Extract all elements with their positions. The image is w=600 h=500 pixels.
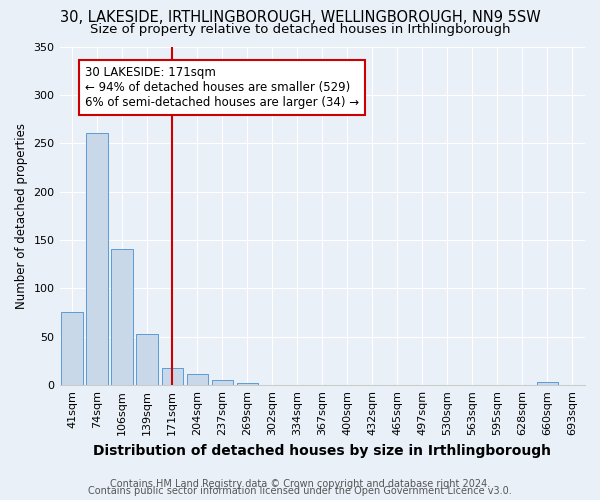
X-axis label: Distribution of detached houses by size in Irthlingborough: Distribution of detached houses by size … [93, 444, 551, 458]
Bar [187, 374, 208, 385]
Bar [537, 382, 558, 385]
Bar [136, 334, 158, 385]
Bar [161, 368, 183, 385]
Bar [236, 383, 258, 385]
Bar [61, 312, 83, 385]
Y-axis label: Number of detached properties: Number of detached properties [15, 123, 28, 309]
Bar [212, 380, 233, 385]
Text: Contains HM Land Registry data © Crown copyright and database right 2024.: Contains HM Land Registry data © Crown c… [110, 479, 490, 489]
Text: 30 LAKESIDE: 171sqm
← 94% of detached houses are smaller (529)
6% of semi-detach: 30 LAKESIDE: 171sqm ← 94% of detached ho… [85, 66, 359, 109]
Text: Size of property relative to detached houses in Irthlingborough: Size of property relative to detached ho… [90, 22, 510, 36]
Text: 30, LAKESIDE, IRTHLINGBOROUGH, WELLINGBOROUGH, NN9 5SW: 30, LAKESIDE, IRTHLINGBOROUGH, WELLINGBO… [59, 10, 541, 25]
Bar [112, 248, 133, 385]
Bar [86, 132, 108, 385]
Text: Contains public sector information licensed under the Open Government Licence v3: Contains public sector information licen… [88, 486, 512, 496]
